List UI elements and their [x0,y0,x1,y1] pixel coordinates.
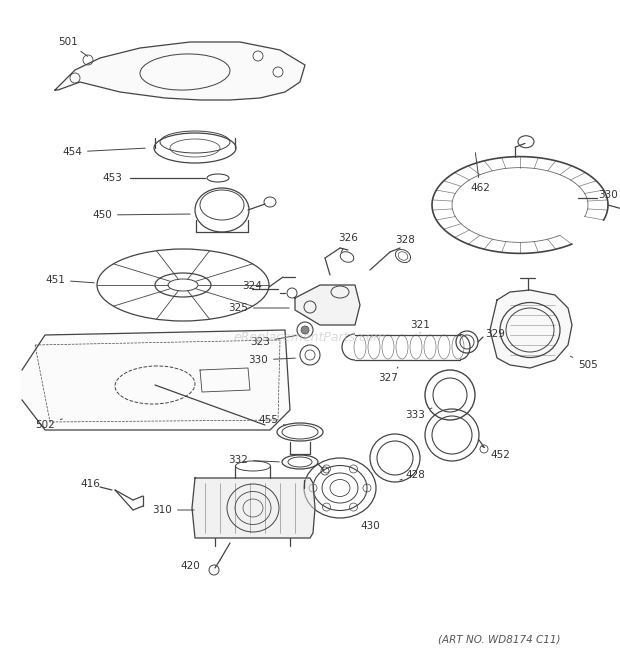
Text: 430: 430 [360,521,379,531]
Text: 451: 451 [45,275,94,285]
Text: 502: 502 [35,419,63,430]
Polygon shape [22,330,290,430]
Text: 310: 310 [153,505,194,515]
Text: 323: 323 [250,336,296,347]
Text: 420: 420 [180,561,200,571]
Text: 333: 333 [405,408,432,420]
Text: 501: 501 [58,37,88,56]
Polygon shape [490,290,572,368]
Text: 454: 454 [62,147,145,157]
Text: 325: 325 [228,303,289,313]
Text: 453: 453 [102,173,122,183]
Text: 505: 505 [570,356,598,370]
Text: 321: 321 [410,320,430,333]
Text: 450: 450 [92,210,190,220]
Text: 330: 330 [598,190,618,200]
Text: 416: 416 [80,479,100,489]
Text: 329: 329 [485,329,505,339]
Text: 455: 455 [258,415,285,425]
Text: 324: 324 [242,281,262,291]
Text: 428: 428 [400,470,425,480]
Text: 332: 332 [228,455,279,465]
Text: eReplacementParts.com: eReplacementParts.com [234,332,386,344]
Text: (ART NO. WD8174 C11): (ART NO. WD8174 C11) [438,635,560,645]
Text: 327: 327 [378,367,398,383]
Text: 326: 326 [338,233,358,253]
Text: 452: 452 [482,446,510,460]
Circle shape [301,326,309,334]
Text: 330: 330 [248,355,295,365]
Text: 462: 462 [470,153,490,193]
Polygon shape [55,42,305,100]
Polygon shape [295,285,360,325]
Polygon shape [192,478,315,538]
Text: 328: 328 [395,235,415,245]
